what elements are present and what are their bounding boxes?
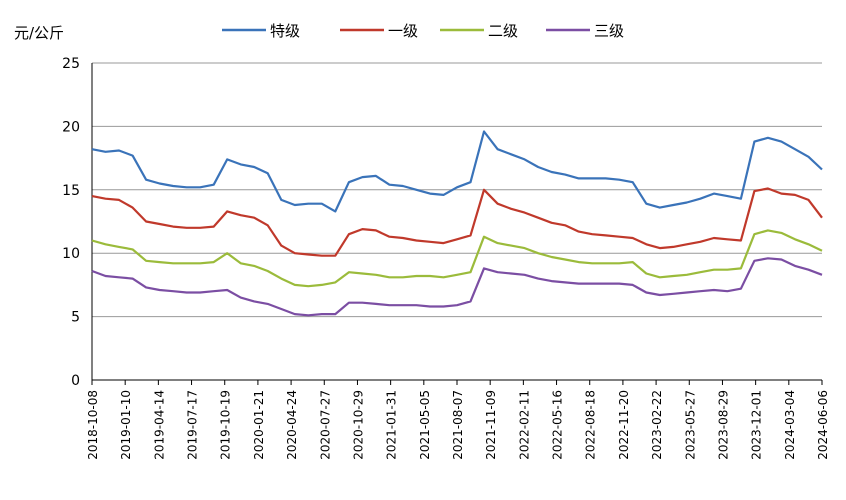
y-tick-label: 0 (71, 373, 80, 389)
x-tick-label: 2022-11-20 (617, 390, 631, 460)
series-lines (91, 130, 823, 317)
y-ticks: 0 5 10 15 20 25 (62, 56, 80, 389)
x-tick-label: 2022-02-11 (517, 390, 531, 460)
x-tick-label: 2023-08-29 (716, 390, 730, 460)
y-tick-label: 5 (71, 310, 80, 326)
series-line-1 (91, 187, 823, 257)
x-tick-label: 2020-07-27 (318, 390, 332, 460)
y-axis-label: 元/公斤 (14, 24, 64, 42)
series-line-0 (91, 130, 823, 213)
x-tick-label: 2022-05-16 (551, 390, 565, 460)
x-tick-label: 2019-10-19 (219, 390, 233, 460)
x-tick-label: 2021-01-31 (385, 390, 399, 460)
legend: 特级 一级 二级 三级 (222, 22, 624, 40)
legend-label: 特级 (270, 22, 300, 40)
x-tick-label: 2019-07-17 (186, 390, 200, 460)
legend-label: 一级 (388, 22, 418, 40)
series-line-2 (91, 229, 823, 288)
x-tick-label: 2020-04-24 (285, 390, 299, 460)
y-tick-label: 25 (62, 56, 80, 72)
y-tick-label: 10 (62, 246, 80, 262)
x-tick-label: 2020-01-21 (252, 390, 266, 460)
grid (91, 62, 822, 381)
x-tick-label: 2023-05-27 (683, 390, 697, 460)
x-tick-label: 2020-10-29 (351, 390, 365, 460)
x-tick-label: 2022-08-18 (584, 390, 598, 460)
x-tick-label: 2019-01-10 (119, 390, 133, 460)
y-tick-label: 20 (62, 119, 80, 135)
x-tick-label: 2018-10-08 (86, 390, 100, 460)
legend-label: 三级 (594, 22, 624, 40)
x-tick-label: 2024-06-06 (816, 390, 830, 460)
x-tick-label: 2021-11-09 (484, 390, 498, 460)
series-line-3 (91, 257, 823, 317)
legend-label: 二级 (488, 22, 518, 40)
x-tick-label: 2023-02-22 (650, 390, 664, 460)
y-tick-label: 15 (62, 183, 80, 199)
x-tick-label: 2023-12-01 (750, 390, 764, 460)
x-tick-label: 2019-04-14 (152, 390, 166, 460)
x-ticks: 2018-10-08 2019-01-10 2019-04-14 2019-07-17… (86, 380, 830, 460)
x-tick-label: 2021-08-07 (451, 390, 465, 460)
x-tick-label: 2021-05-05 (418, 390, 432, 460)
x-tick-label: 2024-03-04 (783, 390, 797, 460)
